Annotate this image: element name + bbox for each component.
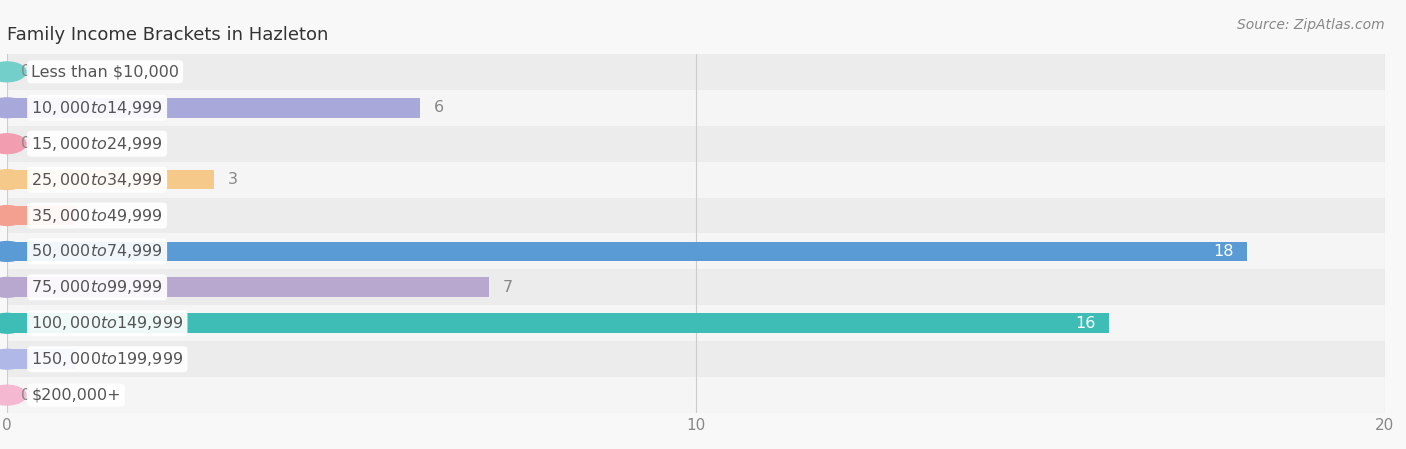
Text: $35,000 to $49,999: $35,000 to $49,999 <box>31 207 163 224</box>
Circle shape <box>0 98 25 118</box>
Circle shape <box>0 242 25 261</box>
Circle shape <box>0 313 25 333</box>
Bar <box>7 233 1385 269</box>
Text: 7: 7 <box>503 280 513 295</box>
Text: 18: 18 <box>1213 244 1233 259</box>
Bar <box>7 54 1385 90</box>
Bar <box>7 269 1385 305</box>
Text: $15,000 to $24,999: $15,000 to $24,999 <box>31 135 163 153</box>
Bar <box>7 90 1385 126</box>
Circle shape <box>0 349 25 369</box>
Bar <box>7 126 1385 162</box>
Text: 0: 0 <box>21 387 31 403</box>
Text: $100,000 to $149,999: $100,000 to $149,999 <box>31 314 183 332</box>
Text: $200,000+: $200,000+ <box>31 387 121 403</box>
Text: 16: 16 <box>1076 316 1095 331</box>
Circle shape <box>0 385 25 405</box>
Circle shape <box>0 170 25 189</box>
Text: Less than $10,000: Less than $10,000 <box>31 64 179 79</box>
Text: $50,000 to $74,999: $50,000 to $74,999 <box>31 242 163 260</box>
Text: 3: 3 <box>228 172 238 187</box>
Text: 6: 6 <box>434 100 444 115</box>
Text: $10,000 to $14,999: $10,000 to $14,999 <box>31 99 163 117</box>
Text: $75,000 to $99,999: $75,000 to $99,999 <box>31 278 163 296</box>
Circle shape <box>0 134 25 154</box>
Bar <box>7 341 1385 377</box>
Bar <box>7 242 1247 261</box>
Bar <box>7 170 214 189</box>
Bar <box>7 305 1385 341</box>
Circle shape <box>0 206 25 225</box>
Text: 0: 0 <box>21 136 31 151</box>
Text: 0: 0 <box>21 64 31 79</box>
Text: $150,000 to $199,999: $150,000 to $199,999 <box>31 350 183 368</box>
Text: Source: ZipAtlas.com: Source: ZipAtlas.com <box>1237 18 1385 32</box>
Text: $25,000 to $34,999: $25,000 to $34,999 <box>31 171 163 189</box>
Bar <box>7 98 420 118</box>
Bar <box>7 313 1109 333</box>
Bar <box>7 277 489 297</box>
Text: 1: 1 <box>90 352 100 367</box>
Text: 1: 1 <box>90 208 100 223</box>
Bar <box>7 198 1385 233</box>
Bar <box>7 206 76 225</box>
Circle shape <box>0 277 25 297</box>
Bar <box>7 349 76 369</box>
Text: Family Income Brackets in Hazleton: Family Income Brackets in Hazleton <box>7 26 329 44</box>
Circle shape <box>0 62 25 82</box>
Bar <box>7 377 1385 413</box>
Bar <box>7 162 1385 198</box>
